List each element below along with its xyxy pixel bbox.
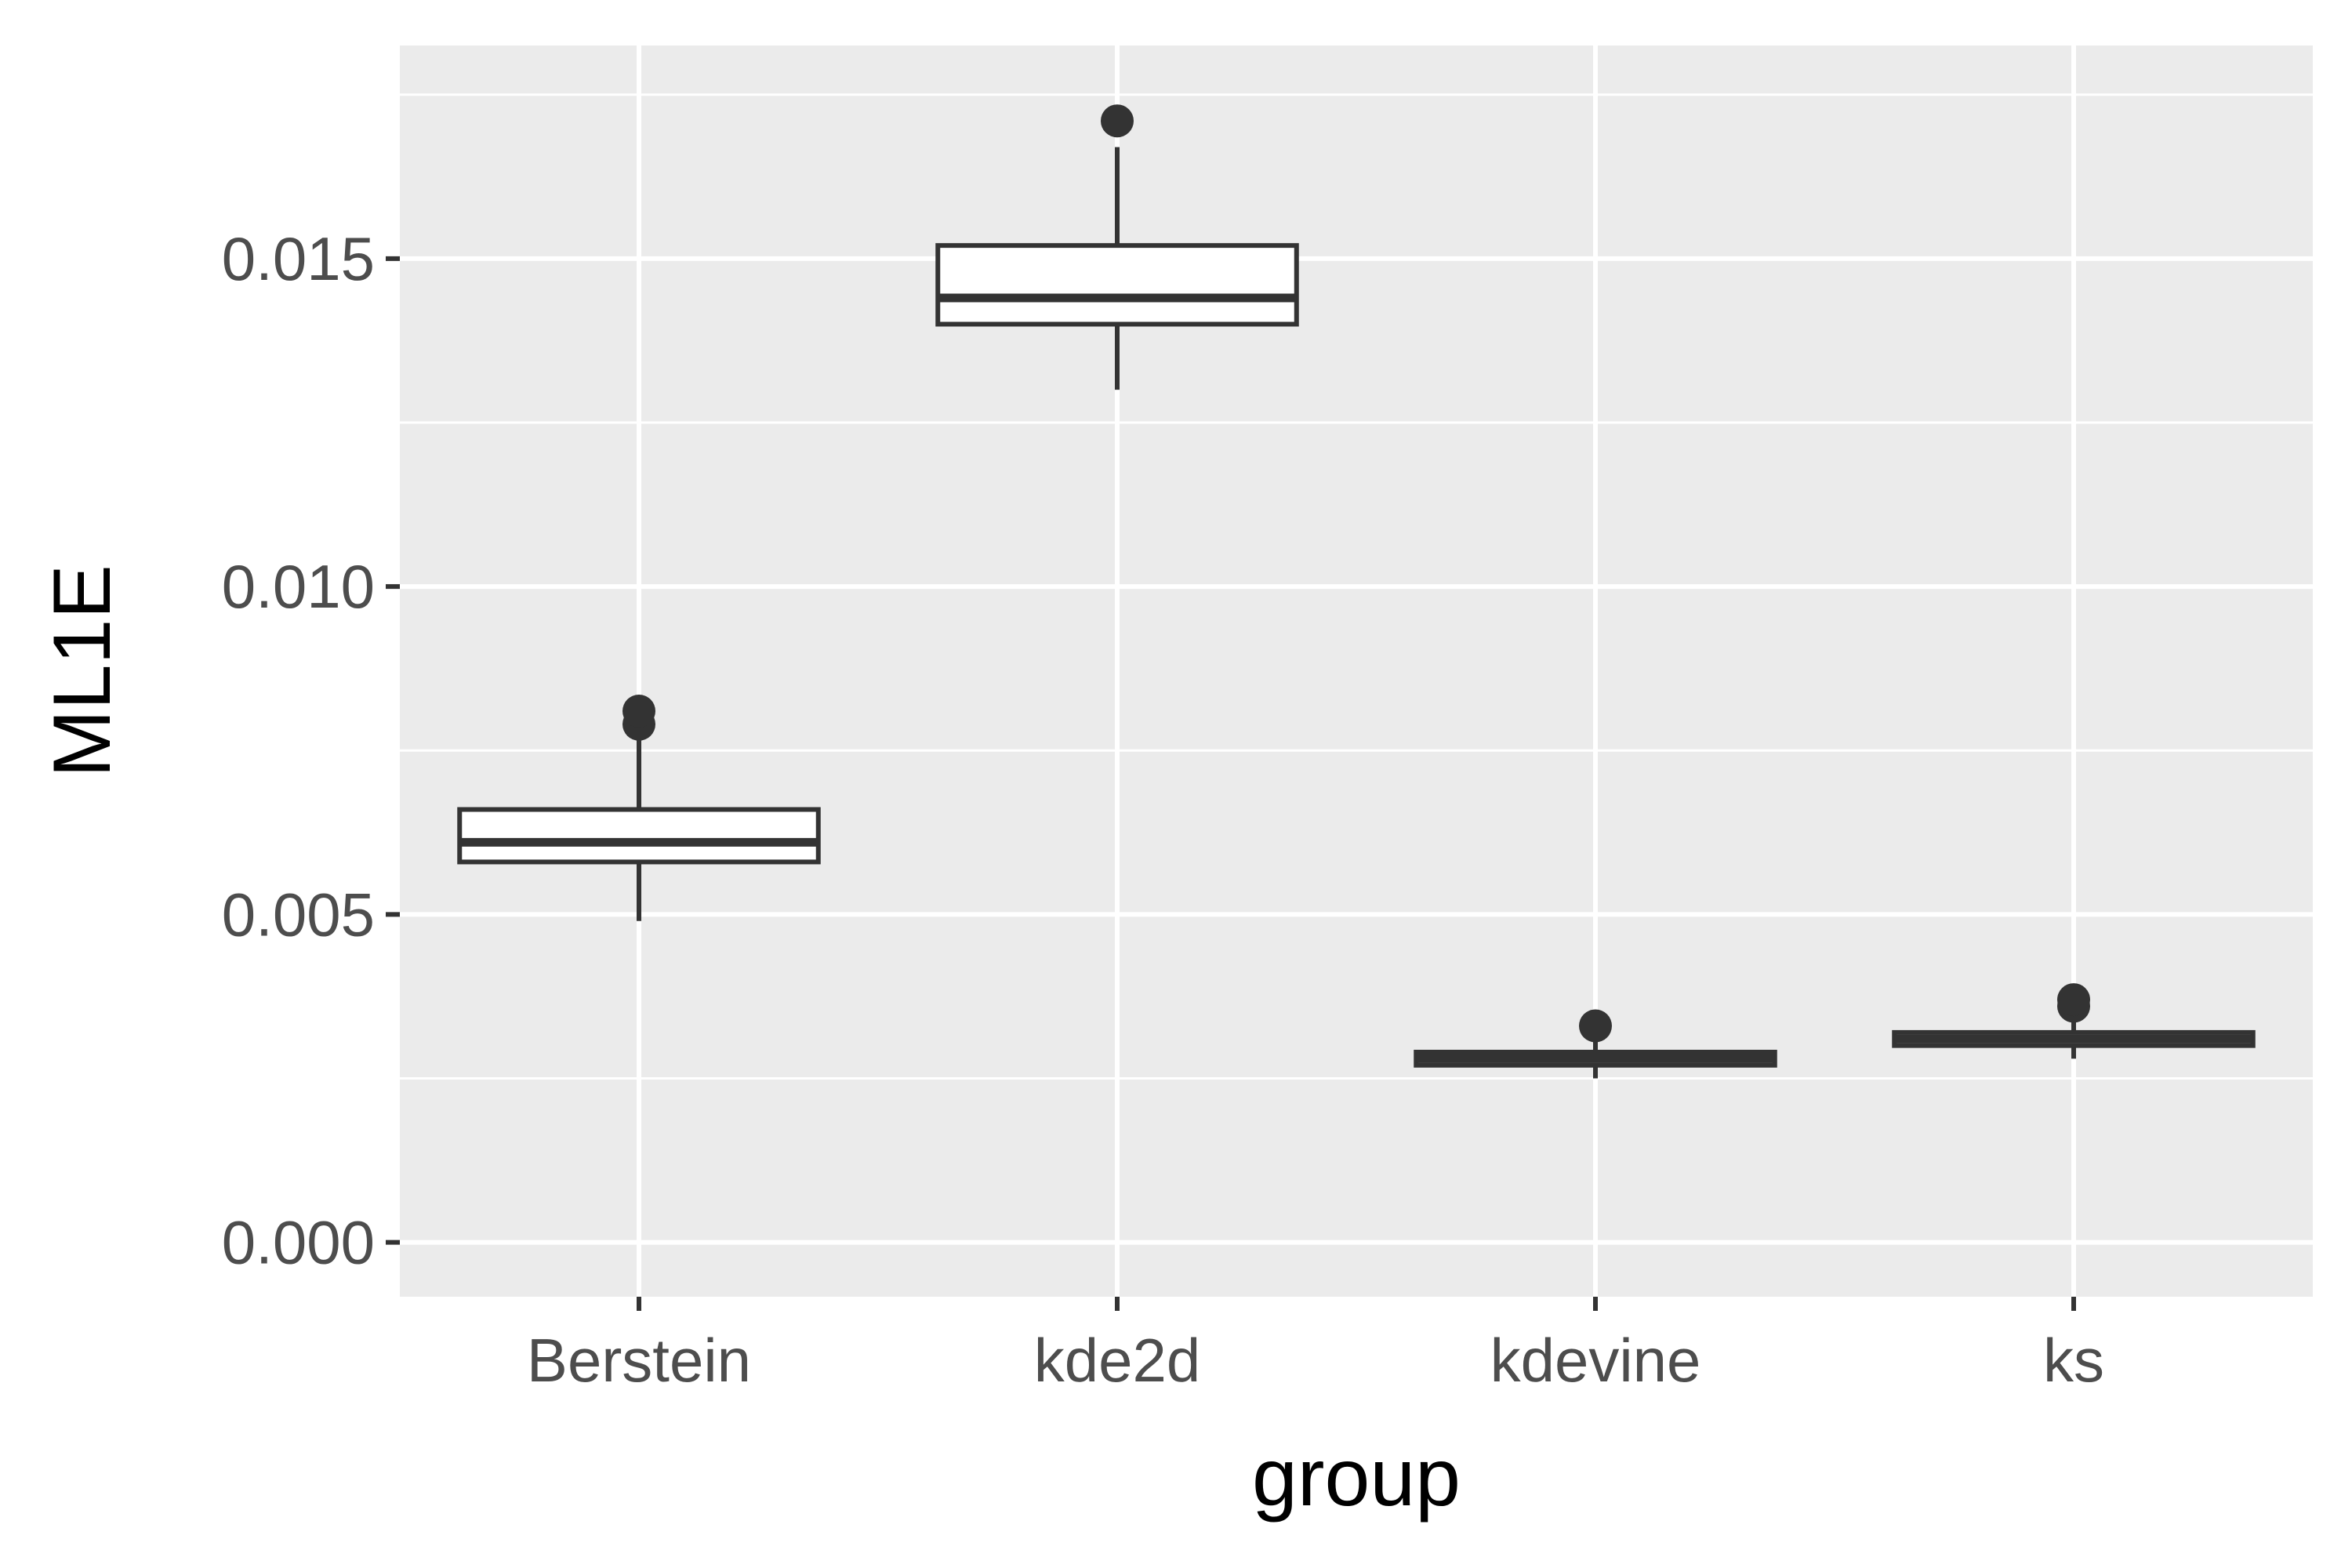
y-tick-label: 0.010 [222, 552, 375, 621]
x-tick-label: Berstein [527, 1326, 751, 1395]
x-tick-label: kdevine [1490, 1326, 1701, 1395]
y-tick-label: 0.000 [222, 1208, 375, 1277]
outlier-point [2057, 983, 2090, 1017]
x-tick-label: ks [2043, 1326, 2104, 1395]
box-ks [1892, 983, 2256, 1059]
x-axis-title: group [1252, 1432, 1461, 1523]
box-kde2d [935, 104, 1299, 390]
plot-panel [400, 45, 2313, 1297]
box-body [935, 243, 1299, 327]
box-berstein [457, 695, 821, 921]
box-kdevine [1414, 1009, 1777, 1079]
grid-lines [400, 45, 2313, 1297]
y-tick-label: 0.005 [222, 880, 375, 949]
axes: 0.000 0.005 0.010 0.015 Berstein kde2d kdevine… [222, 224, 2104, 1395]
outlier-point [1101, 104, 1134, 138]
y-tick-label: 0.015 [222, 224, 375, 293]
y-axis-title: ML1E [37, 564, 128, 778]
outlier-point [1579, 1009, 1612, 1043]
boxes [457, 104, 2256, 1079]
outlier-point [622, 695, 655, 728]
x-tick-label: kde2d [1034, 1326, 1201, 1395]
box-body [457, 807, 821, 865]
